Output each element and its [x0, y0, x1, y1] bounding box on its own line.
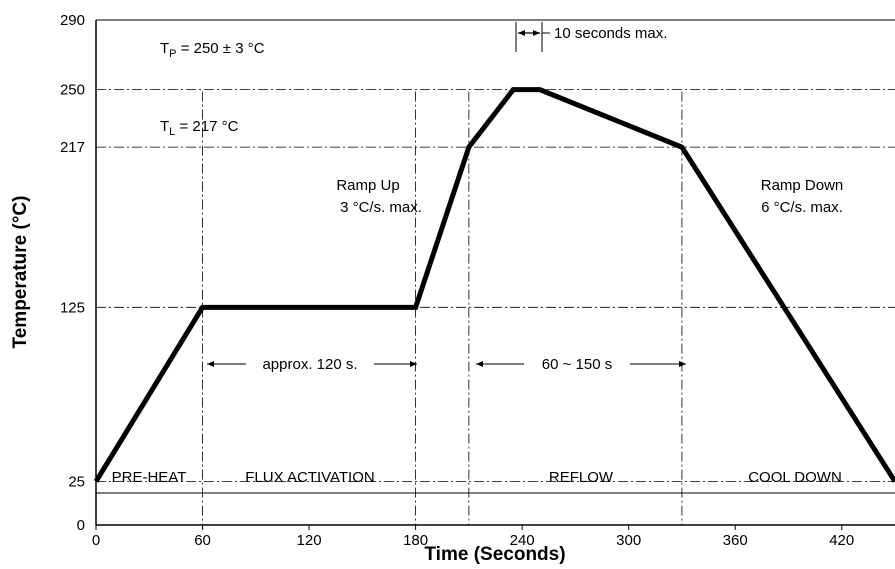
x-tick-label: 120 [297, 532, 322, 549]
reflow-time-label: 60 ~ 150 s [542, 356, 612, 373]
y-tick-labels: 0 25 125 217 250 290 [60, 12, 85, 534]
x-tick-label: 300 [616, 532, 641, 549]
x-tick-label: 0 [92, 532, 100, 549]
ramp-down-label-line1: Ramp Down [761, 177, 844, 194]
y-tick-label: 290 [60, 12, 85, 29]
zone-preheat: PRE-HEAT [112, 469, 187, 486]
peak-time-label: 10 seconds max. [554, 25, 667, 42]
y-tick-label: 217 [60, 139, 85, 156]
tl-label: TL = 217 °C [160, 118, 239, 138]
peak-time-marker [515, 22, 550, 52]
temperature-profile-line [93, 87, 895, 483]
x-tick-label: 180 [403, 532, 428, 549]
y-tick-label: 250 [60, 82, 85, 99]
x-axis-title: Time (Seconds) [424, 544, 565, 565]
x-tick-label: 360 [723, 532, 748, 549]
x-tick-labels: 0 60 120 180 240 300 360 420 [92, 525, 854, 549]
ramp-up-label-line1: Ramp Up [336, 177, 399, 194]
y-tick-label: 125 [60, 299, 85, 316]
zone-cool-down: COOL DOWN [748, 469, 842, 486]
x-tick-label: 60 [194, 532, 211, 549]
ramp-down-label-line2: 6 °C/s. max. [761, 199, 843, 216]
zone-flux-activation: FLUX ACTIVATION [245, 469, 374, 486]
y-tick-label: 0 [77, 517, 85, 534]
tp-label: TP = 250 ± 3 °C [160, 40, 265, 60]
y-tick-label: 25 [68, 473, 85, 490]
zone-reflow: REFLOW [549, 469, 614, 486]
x-tick-label: 420 [829, 532, 854, 549]
soak-time-label: approx. 120 s. [262, 356, 357, 373]
y-axis-title: Temperature (°C) [10, 196, 31, 349]
x-tick-label: 240 [510, 532, 535, 549]
ramp-up-label-line2: 3 °C/s. max. [340, 199, 422, 216]
